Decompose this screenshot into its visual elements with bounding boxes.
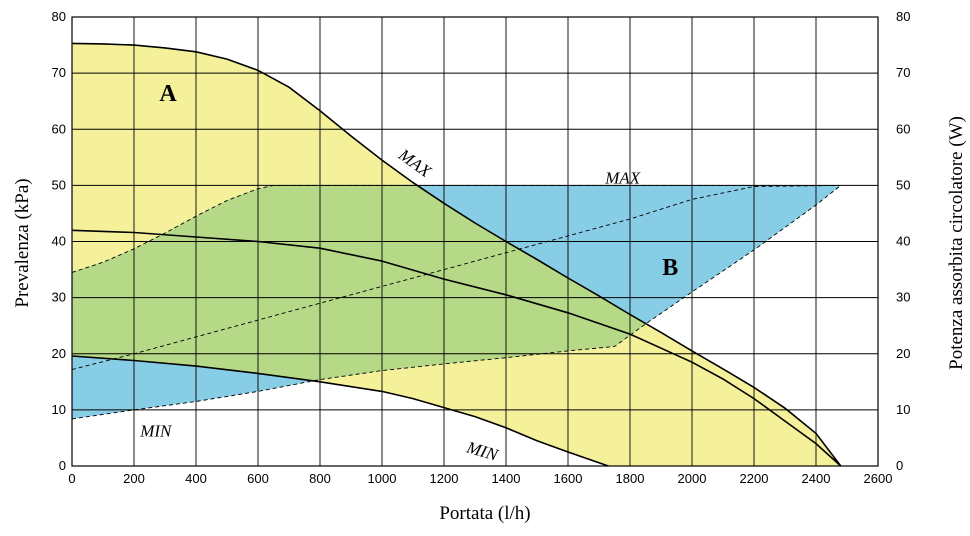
series-line-mid-power: [71, 184, 841, 370]
series-label: MIN: [139, 421, 173, 440]
series-line-min-head: [71, 355, 609, 467]
y-tick-label-right: 0: [896, 458, 903, 473]
y-tick-label-left: 70: [52, 65, 66, 80]
y-tick-label-left: 0: [59, 458, 66, 473]
y-tick-label-right: 10: [896, 402, 910, 417]
x-axis-title: Portata (l/h): [439, 503, 530, 524]
x-tick-label: 1800: [616, 471, 645, 486]
y-axis-title-right: Potenza assorbita circolatore (W): [946, 116, 967, 370]
x-tick-label: 1600: [554, 471, 583, 486]
region-fills: [72, 43, 841, 467]
x-tick-label: 400: [185, 471, 207, 486]
curves: [71, 42, 842, 467]
x-tick-label: 200: [123, 471, 145, 486]
series-line-max-power: [71, 184, 841, 273]
x-tick-label: 1000: [368, 471, 397, 486]
x-tick-label: 800: [309, 471, 331, 486]
y-tick-label-right: 80: [896, 9, 910, 24]
y-tick-label-left: 20: [52, 346, 66, 361]
x-tick-label: 2400: [802, 471, 831, 486]
plot-frame: [71, 16, 879, 467]
x-tick-label: 1400: [492, 471, 521, 486]
x-tick-label: 2200: [740, 471, 769, 486]
x-tick-label: 2000: [678, 471, 707, 486]
y-tick-label-left: 40: [52, 234, 66, 249]
y-tick-label-left: 60: [52, 121, 66, 136]
y-tick-label-right: 40: [896, 234, 910, 249]
y-tick-label-right: 50: [896, 177, 910, 192]
series-label: MIN: [464, 437, 502, 465]
x-tick-label: 1200: [430, 471, 459, 486]
y-axis-title-left: Prevalenza (kPa): [12, 178, 33, 307]
y-tick-label-right: 30: [896, 290, 910, 305]
series-line-max-head: [71, 42, 842, 467]
region-label-a: A: [159, 81, 177, 107]
y-tick-label-right: 20: [896, 346, 910, 361]
x-tick-label: 0: [68, 471, 75, 486]
y-tick-label-left: 50: [52, 177, 66, 192]
x-tick-label: 2600: [864, 471, 893, 486]
series-label: MAX: [604, 169, 641, 188]
y-tick-label-right: 60: [896, 121, 910, 136]
y-tick-label-left: 80: [52, 9, 66, 24]
y-tick-label-right: 70: [896, 65, 910, 80]
y-tick-label-left: 30: [52, 290, 66, 305]
x-tick-label: 600: [247, 471, 269, 486]
series-line-mid-head: [71, 229, 842, 467]
region-label-b: B: [662, 255, 678, 281]
y-tick-label-left: 10: [52, 402, 66, 417]
